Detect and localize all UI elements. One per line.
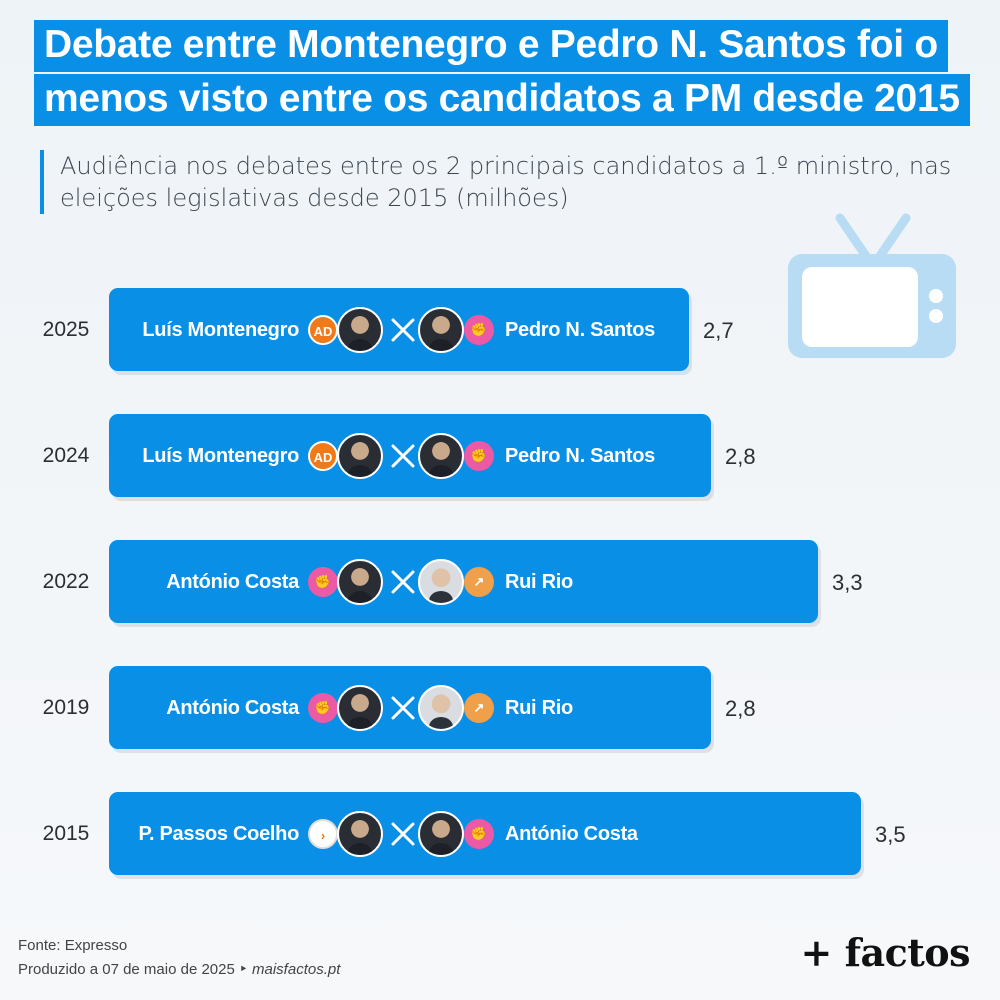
candidate-right-name: António Costa [505, 822, 638, 845]
year-label: 2015 [42, 821, 90, 845]
candidate-left-avatar [337, 810, 383, 857]
chart-subtitle: Audiência nos debates entre os 2 princip… [40, 150, 960, 214]
candidate-right-name: Pedro N. Santos [505, 318, 655, 341]
brand-logo: + factos [800, 930, 971, 975]
candidate-left-name: António Costa [166, 570, 299, 593]
versus-x-icon [391, 696, 415, 719]
site-link[interactable]: maisfactos.pt [252, 961, 341, 978]
versus-x-icon [391, 318, 415, 341]
subtitle-line-1: Audiência nos debates entre os 2 princip… [60, 152, 952, 180]
bar [109, 288, 689, 371]
year-label: 2022 [42, 569, 90, 593]
candidate-left-name: Luís Montenegro [142, 444, 299, 467]
title-line-1: Debate entre Montenegro e Pedro N. Santo… [34, 20, 948, 72]
candidate-left-avatar [337, 306, 383, 353]
party-logo-left: › [308, 818, 338, 849]
produced-line: Produzido a 07 de maio de 2025 ‣ maisfac… [18, 958, 340, 982]
candidate-left-avatar [337, 684, 383, 731]
chart-title: Debate entre Montenegro e Pedro N. Santo… [34, 20, 970, 128]
bar [109, 666, 711, 749]
year-label: 2025 [42, 317, 90, 341]
value-label: 3,3 [832, 569, 863, 595]
candidate-right-avatar [418, 684, 464, 731]
source-text: Fonte: Expresso [18, 937, 128, 954]
candidate-right-avatar [418, 558, 464, 605]
value-label: 2,8 [725, 695, 756, 721]
party-logo-right: ✊ [464, 314, 494, 345]
party-logo-right: ✊ [464, 818, 494, 849]
produced-text: Produzido a 07 de maio de 2025 ‣ [18, 961, 253, 978]
party-logo-right: ↗ [464, 692, 494, 723]
subtitle-line-2: eleições legislativas desde 2015 (milhõe… [60, 184, 569, 212]
party-logo-right: ✊ [464, 440, 494, 471]
candidate-right-name: Pedro N. Santos [505, 444, 655, 467]
candidate-left-name: P. Passos Coelho [138, 822, 300, 845]
party-logo-left: ✊ [308, 566, 338, 597]
year-label: 2019 [42, 695, 90, 719]
versus-x-icon [391, 822, 415, 845]
value-label: 3,5 [875, 821, 906, 847]
title-line-2: menos visto entre os candidatos a PM des… [34, 74, 970, 126]
year-label: 2024 [42, 443, 90, 467]
party-logo-left: AD [308, 440, 338, 471]
candidate-left-name: Luís Montenegro [142, 318, 299, 341]
party-logo-left: AD [308, 314, 338, 345]
candidate-right-avatar [418, 432, 464, 479]
versus-x-icon [391, 444, 415, 467]
candidate-right-avatar [418, 810, 464, 857]
footer: Fonte: Expresso Produzido a 07 de maio d… [18, 934, 340, 982]
candidate-right-avatar [418, 306, 464, 353]
value-label: 2,8 [725, 443, 756, 469]
candidate-left-avatar [337, 558, 383, 605]
candidate-right-name: Rui Rio [505, 570, 573, 593]
party-logo-left: ✊ [308, 692, 338, 723]
candidate-left-name: António Costa [166, 696, 299, 719]
party-logo-right: ↗ [464, 566, 494, 597]
bar [109, 414, 711, 497]
candidate-left-avatar [337, 432, 383, 479]
tv-icon [788, 213, 956, 358]
versus-x-icon [391, 570, 415, 593]
value-label: 2,7 [703, 317, 734, 343]
candidate-right-name: Rui Rio [505, 696, 573, 719]
